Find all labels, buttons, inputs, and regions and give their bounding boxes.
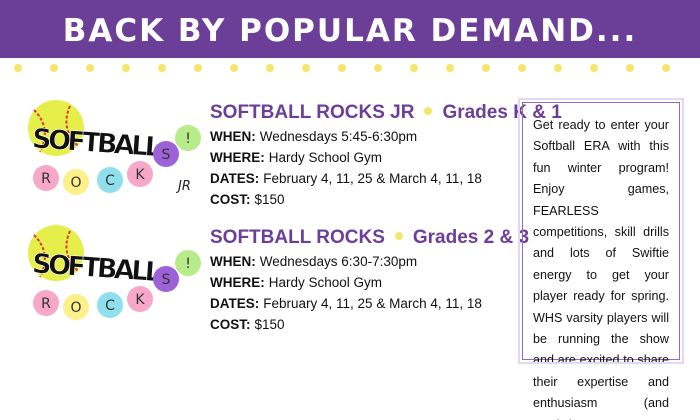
letter-bubble <box>97 167 123 193</box>
logo-suffix: JR <box>175 179 191 194</box>
detail-line: DATES: February 4, 11, 25 & March 4, 11, … <box>210 293 529 314</box>
letter-bubble <box>127 286 153 312</box>
stitch <box>33 234 46 278</box>
detail-label: WHERE: <box>210 275 265 290</box>
dot <box>230 64 238 72</box>
stitch <box>65 230 79 272</box>
detail-text: Wednesdays 5:45-6:30pm <box>259 129 418 144</box>
detail-label: WHEN: <box>210 129 256 144</box>
detail-label: COST: <box>210 317 251 332</box>
dot <box>86 64 94 72</box>
program-grades: Grades K & 1 <box>442 102 562 123</box>
letter-bubble <box>97 292 123 318</box>
logo-word: SOFTBALL <box>31 123 163 163</box>
letter-bubble <box>127 161 153 187</box>
detail-line: WHEN: Wednesdays 6:30-7:30pm <box>210 251 529 272</box>
program: SOFTBALL R O C K S! JR SOFTBALL ROCKS JR Grades … <box>0 100 562 220</box>
program: SOFTBALL R O C K S! SOFTBALL ROCKS Grades 2 & 3… <box>0 225 529 345</box>
dot <box>374 64 382 72</box>
stitch <box>65 105 79 147</box>
detail-text: February 4, 11, 25 & March 4, 11, 18 <box>263 171 482 186</box>
detail-label: DATES: <box>210 296 260 311</box>
dot <box>626 64 634 72</box>
dot <box>590 64 598 72</box>
logo-word: SOFTBALL <box>31 248 163 288</box>
detail-text: Hardy School Gym <box>268 150 383 165</box>
logo-letter: C <box>105 298 115 314</box>
dot-row <box>14 64 670 72</box>
dot <box>266 64 274 72</box>
letter-bubble <box>153 266 179 292</box>
detail-text: Wednesdays 6:30-7:30pm <box>259 254 418 269</box>
letter-bubble <box>33 290 59 316</box>
detail-line: COST: $150 <box>210 189 562 210</box>
softball <box>28 100 84 156</box>
program-name: SOFTBALL ROCKS JR <box>210 102 415 123</box>
dot <box>338 64 346 72</box>
dot <box>14 64 22 72</box>
logo-letter: K <box>135 167 145 183</box>
letter-bubble <box>63 294 89 320</box>
softball <box>28 225 84 281</box>
dot <box>302 64 310 72</box>
description: Get ready to enter your Softball ERA wit… <box>518 98 684 420</box>
detail-label: WHEN: <box>210 254 256 269</box>
logo: SOFTBALL R O C K S! JR <box>28 100 201 195</box>
detail-text: February 4, 11, 25 & March 4, 11, 18 <box>263 296 482 311</box>
logo-letter: R <box>41 171 51 187</box>
dot <box>194 64 202 72</box>
program-info: SOFTBALL ROCKS JR Grades K & 1 WHEN: Wednes… <box>210 100 562 210</box>
dot <box>158 64 166 72</box>
detail-label: COST: <box>210 192 251 207</box>
bullet <box>394 232 403 241</box>
dot <box>554 64 562 72</box>
logo-letter: O <box>70 300 81 316</box>
logo-letter: R <box>41 296 51 312</box>
dot <box>410 64 418 72</box>
logo-letter: S <box>162 272 171 288</box>
program-name: SOFTBALL ROCKS <box>210 227 385 248</box>
detail-line: WHERE: Hardy School Gym <box>210 147 562 168</box>
program-title: SOFTBALL ROCKS JR Grades K & 1 <box>210 100 562 126</box>
letter-bubble <box>175 250 201 276</box>
detail-line: WHERE: Hardy School Gym <box>210 272 529 293</box>
detail-text: $150 <box>254 317 285 332</box>
detail-line: WHEN: Wednesdays 5:45-6:30pm <box>210 126 562 147</box>
logo-letter: ! <box>185 256 191 272</box>
detail-line: DATES: February 4, 11, 25 & March 4, 11, … <box>210 168 562 189</box>
letter-bubble <box>153 141 179 167</box>
dot <box>482 64 490 72</box>
header-title: BACK BY POPULAR DEMAND... <box>0 0 700 58</box>
logo: SOFTBALL R O C K S! <box>28 225 201 320</box>
detail-label: DATES: <box>210 171 260 186</box>
program-title: SOFTBALL ROCKS Grades 2 & 3 <box>210 225 529 251</box>
dot <box>446 64 454 72</box>
stitch <box>33 109 46 153</box>
logo-letter: ! <box>185 131 191 147</box>
dot <box>50 64 58 72</box>
detail-text: $150 <box>254 192 285 207</box>
dot <box>122 64 130 72</box>
program-grades: Grades 2 & 3 <box>412 227 530 248</box>
letter-bubble <box>33 165 59 191</box>
dot <box>518 64 526 72</box>
dot <box>662 64 670 72</box>
program-info: SOFTBALL ROCKS Grades 2 & 3 WHEN: Wednesday… <box>210 225 529 335</box>
detail-label: WHERE: <box>210 150 265 165</box>
letter-bubble <box>63 169 89 195</box>
bullet <box>424 107 433 116</box>
logo-letter: K <box>135 292 145 308</box>
logo-letter: O <box>70 175 81 191</box>
logo-letter: C <box>105 173 115 189</box>
detail-line: COST: $150 <box>210 314 529 335</box>
logo-letter: S <box>162 147 171 163</box>
detail-text: Hardy School Gym <box>268 275 383 290</box>
letter-bubble <box>175 125 201 151</box>
